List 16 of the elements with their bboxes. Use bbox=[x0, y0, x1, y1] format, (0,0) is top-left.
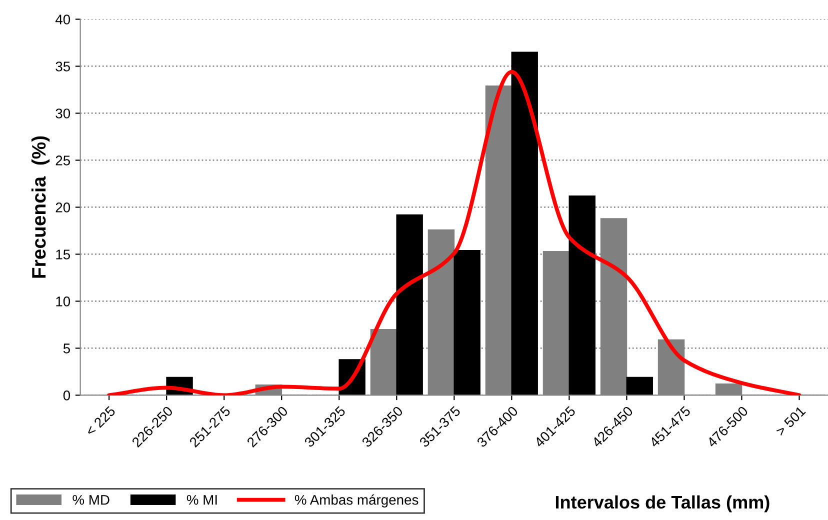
y-tick-label: 40 bbox=[55, 14, 70, 24]
x-tick-label: > 501 bbox=[775, 406, 806, 436]
y-tick-label: 20 bbox=[56, 202, 70, 212]
y-tick-label: 25 bbox=[56, 156, 70, 166]
x-tick-label: < 225 bbox=[84, 406, 116, 436]
y-tick-label: 30 bbox=[56, 108, 70, 118]
x-axis-title: Intervalos de Tallas (mm) bbox=[556, 495, 770, 512]
y-tick-label: 5 bbox=[63, 344, 70, 354]
legend-label: % MD bbox=[72, 494, 110, 505]
y-axis-title: Frecuencia (%) bbox=[31, 136, 50, 278]
y-tick-label: 15 bbox=[56, 250, 70, 260]
legend-label: % MI bbox=[186, 494, 217, 505]
y-tick-label: 10 bbox=[56, 296, 70, 306]
y-tick-label: 0 bbox=[63, 390, 70, 400]
y-tick-label: 35 bbox=[56, 62, 70, 72]
legend-label: % Ambas márgenes bbox=[294, 494, 418, 508]
